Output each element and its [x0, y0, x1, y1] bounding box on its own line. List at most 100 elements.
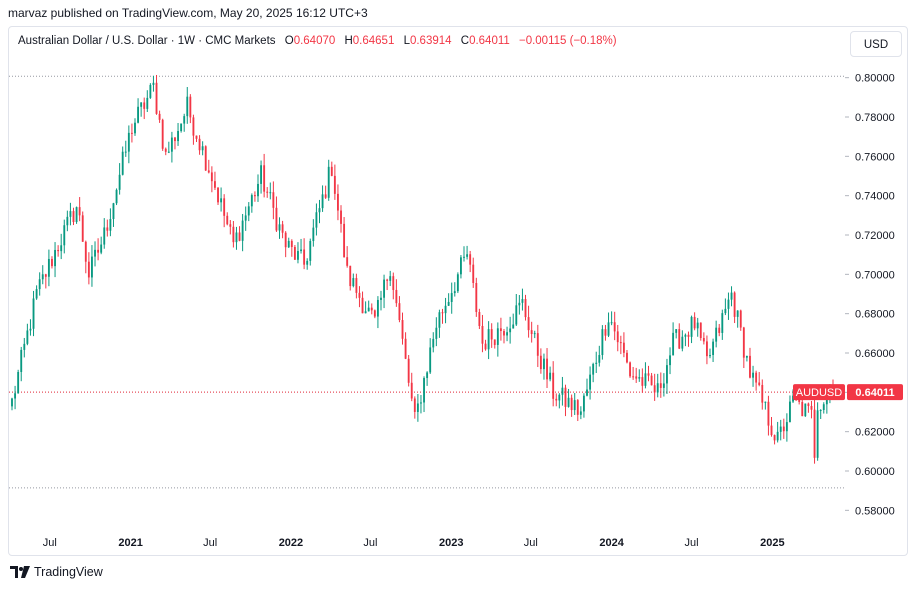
- candle-body: [386, 279, 389, 281]
- candle: [158, 110, 161, 123]
- price-tick-label: 0.58000: [855, 505, 895, 517]
- candle: [214, 171, 216, 191]
- candle-body: [629, 362, 631, 377]
- footer-brand[interactable]: TradingView: [10, 565, 103, 579]
- candle: [595, 351, 598, 373]
- candle: [644, 362, 647, 389]
- candle-body: [493, 339, 496, 345]
- candle: [444, 297, 447, 324]
- time-tick-label: Jul: [203, 537, 217, 549]
- candle: [352, 273, 355, 288]
- candle: [804, 403, 807, 417]
- candle: [662, 373, 665, 397]
- candle: [656, 373, 659, 398]
- candle-body: [745, 355, 748, 358]
- candle: [318, 199, 321, 224]
- candle-body: [453, 291, 456, 294]
- candle-body: [789, 401, 791, 423]
- candle-body: [60, 245, 63, 252]
- candle: [44, 273, 47, 289]
- candle-body: [189, 96, 192, 118]
- candle-body: [247, 206, 250, 216]
- candle: [321, 185, 324, 212]
- time-tick-label: Jul: [363, 537, 377, 549]
- candle-body: [35, 289, 38, 299]
- candle: [149, 83, 152, 99]
- candle: [186, 87, 189, 124]
- candle: [693, 312, 696, 331]
- candle-body: [773, 435, 776, 441]
- candle-body: [214, 181, 216, 188]
- candle-body: [702, 338, 705, 342]
- candle-body: [241, 220, 244, 241]
- candle: [616, 324, 619, 352]
- candle: [423, 376, 425, 413]
- candle-body: [238, 232, 241, 241]
- candle: [416, 394, 419, 422]
- candle-body: [63, 225, 66, 246]
- candle: [681, 330, 684, 352]
- candle-body: [684, 334, 687, 337]
- candle-body: [14, 393, 17, 399]
- candle: [143, 97, 146, 120]
- candle: [361, 291, 364, 314]
- candle-body: [383, 279, 385, 298]
- candle: [598, 345, 601, 367]
- candle-body: [192, 117, 195, 136]
- candle: [340, 205, 342, 233]
- candle-body: [515, 305, 518, 325]
- candle: [140, 102, 143, 117]
- candle-body: [44, 274, 47, 277]
- candle: [333, 164, 336, 200]
- candle: [776, 421, 779, 443]
- candle-body: [813, 409, 816, 458]
- candle-body: [792, 395, 794, 402]
- price-tick-label: 0.80000: [855, 73, 895, 85]
- candle-body: [413, 398, 416, 412]
- candle-body: [632, 376, 635, 378]
- candle-body: [669, 355, 671, 366]
- candle-body: [567, 397, 570, 407]
- candle-body: [641, 377, 644, 386]
- candle-body: [592, 363, 595, 375]
- candle: [278, 217, 281, 239]
- candle-body: [622, 342, 625, 353]
- candle-body: [761, 384, 764, 403]
- symbol-tag-label: AUDUSD: [796, 387, 843, 399]
- candle-body: [109, 219, 112, 231]
- candle: [337, 184, 339, 221]
- candle-body: [257, 183, 259, 197]
- candle: [490, 323, 493, 348]
- candle-body: [613, 322, 616, 332]
- candle: [306, 258, 309, 270]
- candle: [290, 239, 293, 257]
- candle: [672, 322, 675, 356]
- candle-body: [91, 256, 93, 278]
- candle: [152, 75, 155, 92]
- candle-body: [460, 257, 462, 275]
- candle-body: [81, 215, 84, 242]
- candle: [170, 131, 173, 163]
- candle: [539, 348, 542, 374]
- candle: [398, 296, 401, 323]
- candle-body: [278, 224, 281, 231]
- candle-body: [758, 382, 761, 385]
- candle-body: [346, 257, 349, 266]
- candle: [275, 196, 278, 232]
- currency-button[interactable]: USD: [850, 31, 902, 57]
- candle: [635, 367, 638, 383]
- candle-body: [260, 165, 263, 184]
- candle-body: [752, 372, 754, 378]
- low-value: 0.63914: [409, 35, 452, 47]
- candle: [124, 140, 127, 157]
- candle: [324, 185, 327, 199]
- candle: [546, 348, 548, 389]
- candles: [11, 74, 834, 464]
- candle: [807, 402, 810, 413]
- candle: [767, 395, 770, 436]
- candle-body: [807, 403, 810, 407]
- candle: [250, 193, 253, 213]
- candle-body: [429, 347, 432, 373]
- candle: [376, 296, 379, 329]
